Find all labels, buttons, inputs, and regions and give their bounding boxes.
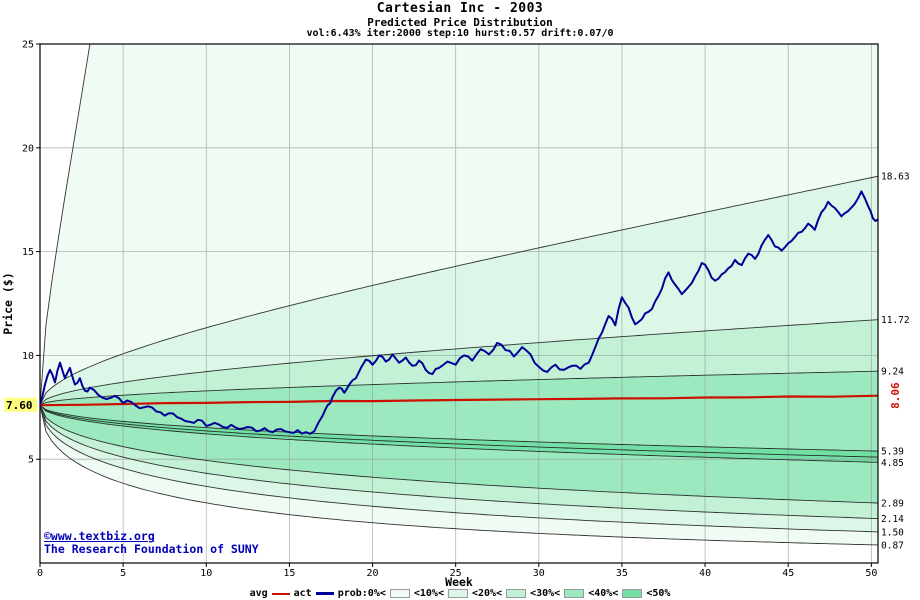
legend-act-label: act [293,588,312,599]
legend-band-label: <20%< [471,588,503,599]
x-axis-title: Week [445,575,473,589]
fan-band [40,319,878,406]
legend-avg-line-swatch [271,592,290,595]
x-tick-label: 0 [37,568,43,579]
y-tick-label: 5 [28,455,34,466]
percentile-curve [40,404,878,452]
percentile-curve [40,404,878,463]
right-price-label: 2.14 [881,514,904,525]
avg-final-label: 8.06 [889,382,902,409]
x-tick-label: 10 [200,568,212,579]
fan-band [40,44,878,406]
x-tick-label: 25 [450,568,462,579]
right-price-label: 1.50 [881,527,904,538]
start-price-highlight [4,397,37,412]
percentile-curve [40,319,878,406]
fan-band [40,405,878,519]
percentile-curve [40,405,878,520]
legend-band-swatch [622,589,643,598]
fan-band [40,405,878,545]
simulation-params: vol:6.43% iter:2000 step:10 hurst:0.57 d… [306,28,614,39]
right-price-label: 9.24 [881,367,904,378]
legend-prob-label: prob:0%< [337,588,386,599]
start-price-label: 7.60 [6,399,33,412]
right-price-label: 4.85 [881,458,904,469]
x-tick-label: 50 [865,568,877,579]
legend-band-list: <10%< <20%< <30%< <40%< <50% [389,588,671,599]
percentile-curve [40,405,878,533]
legend: avg act prob:0%< <10%< <20%< <30%< <40%< <50… [0,588,920,599]
y-tick-label: 20 [22,143,34,154]
legend-band-label: <40%< [588,588,619,599]
chart-subtitle: Predicted Price Distribution [367,16,553,29]
x-tick-label: 40 [699,568,711,579]
x-tick-label: 35 [616,568,628,579]
plot-frame [39,43,879,564]
legend-avg-label: avg [249,588,268,599]
right-price-label: 0.87 [881,540,904,551]
act-line [40,190,878,435]
fan-band [40,371,878,452]
legend-act-line-swatch [315,592,334,595]
fan-band [40,405,878,503]
legend-band-label: <30%< [530,588,561,599]
right-price-label: 18.63 [881,172,910,183]
right-price-label: 5.39 [881,447,904,458]
legend-band-label: <50% [646,588,671,599]
percentile-curve [40,405,878,546]
x-tick-label: 30 [533,568,545,579]
x-tick-label: 15 [283,568,295,579]
legend-band-swatch [389,589,410,598]
percentile-curve [40,175,878,406]
legend-band-swatch [506,589,527,598]
percentile-curves [40,44,878,546]
y-axis-title: Price ($) [1,272,15,334]
right-price-label: 11.72 [881,315,910,326]
fan-band [40,176,878,406]
watermark-org: The Research Foundation of SUNY [44,542,259,556]
legend-band-label: <10%< [413,588,444,599]
chart-title: Cartesian Inc - 2003 [376,1,544,16]
y-tick-label: 25 [22,40,34,51]
fan-band [40,405,878,458]
legend-band-swatch [447,589,468,598]
x-tick-label: 20 [367,568,379,579]
watermark-link[interactable]: ©www.textbiz.org [44,529,155,543]
y-tick-label: 15 [22,247,34,258]
percentile-curve [40,404,878,458]
avg-line [40,394,878,407]
fan-band [40,405,878,532]
x-tick-label: 45 [782,568,794,579]
x-tick-label: 5 [120,568,126,579]
legend-band-swatch [564,589,585,598]
percentile-curve [40,370,878,406]
fan-bands [40,44,878,545]
y-tick-label: 10 [22,351,34,362]
right-price-label: 2.89 [881,499,904,510]
percentile-curve [40,405,878,504]
